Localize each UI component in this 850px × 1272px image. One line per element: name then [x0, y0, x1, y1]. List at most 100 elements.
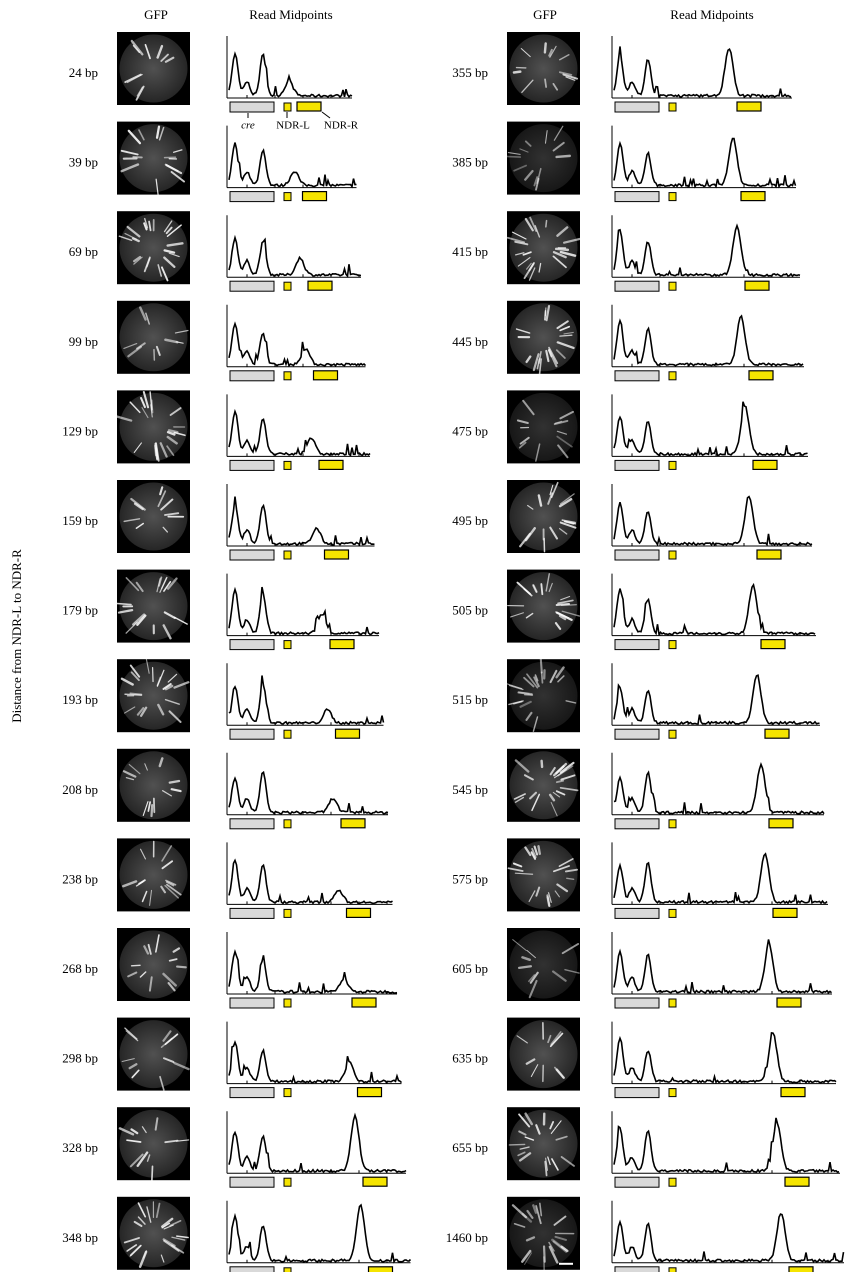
streak — [560, 595, 571, 601]
ndr-r-box — [307, 280, 333, 291]
row-label: 415 bp — [452, 244, 488, 259]
streak — [511, 1204, 528, 1219]
streak — [556, 226, 569, 237]
read-trace — [228, 858, 393, 905]
ndr-l-box — [283, 281, 292, 291]
ndr-l-box — [283, 998, 292, 1008]
streak — [176, 965, 187, 969]
ndr-r-box — [312, 370, 339, 381]
streak — [136, 614, 147, 626]
read-trace — [228, 1040, 403, 1084]
streak — [519, 148, 529, 153]
read-trace — [228, 51, 353, 99]
streak — [159, 1075, 165, 1091]
streak — [133, 1220, 143, 1228]
dish — [509, 840, 578, 909]
streak — [170, 171, 185, 183]
cre-box — [614, 728, 660, 740]
streak — [532, 584, 538, 593]
row-label: 545 bp — [452, 782, 488, 797]
streak — [132, 613, 146, 626]
column-header: Read Midpoints — [670, 7, 753, 22]
streak — [527, 504, 534, 510]
streak — [161, 860, 174, 870]
streak — [120, 677, 134, 686]
cre-box — [614, 639, 660, 651]
streak — [552, 83, 559, 91]
streak — [525, 355, 532, 364]
ndr-r-box — [351, 997, 377, 1008]
streak — [164, 56, 175, 63]
streak — [552, 255, 567, 269]
read-trace — [613, 314, 804, 367]
streak — [533, 176, 539, 187]
streak — [529, 971, 539, 984]
read-trace — [228, 675, 385, 726]
streak — [164, 698, 180, 705]
ndr-l-box — [668, 460, 677, 470]
streak — [137, 1202, 147, 1218]
streak — [559, 786, 579, 792]
streak — [160, 885, 167, 894]
row-label: 475 bp — [452, 423, 488, 438]
ndr-r-box — [780, 1086, 806, 1098]
streak — [148, 976, 153, 992]
streak — [553, 1215, 567, 1226]
streak — [528, 979, 538, 999]
ndr-l-box — [283, 908, 292, 918]
streak — [556, 430, 568, 435]
streak — [164, 512, 180, 516]
streak — [546, 894, 551, 908]
streak — [162, 790, 173, 797]
streak — [525, 1058, 536, 1065]
streak — [125, 776, 135, 781]
streak — [534, 674, 539, 682]
cre-box — [614, 907, 660, 919]
streak — [150, 803, 154, 818]
streak — [168, 252, 180, 258]
streak — [544, 310, 547, 321]
streak — [556, 320, 569, 330]
streak — [548, 1245, 559, 1264]
streak — [526, 1209, 534, 1219]
streak — [548, 346, 559, 365]
streak — [170, 788, 182, 793]
ndr-l-box — [668, 1088, 677, 1098]
streak — [145, 312, 150, 325]
streak — [173, 431, 186, 437]
streak — [521, 1212, 533, 1223]
streak — [557, 444, 569, 459]
streak — [556, 435, 573, 448]
read-trace — [613, 1032, 837, 1084]
streak — [507, 152, 521, 155]
streak — [524, 140, 532, 147]
streak — [550, 1120, 562, 1135]
streak — [166, 881, 175, 887]
streak — [130, 671, 140, 681]
streak — [557, 675, 565, 683]
streak — [506, 155, 522, 158]
cre-box — [229, 549, 275, 561]
streak — [162, 624, 172, 640]
streak — [514, 759, 530, 773]
streak — [554, 420, 563, 424]
row-label: 505 bp — [452, 603, 488, 618]
streak — [526, 262, 532, 270]
cre-box — [229, 907, 275, 919]
cre-box — [614, 370, 660, 382]
streak — [517, 691, 533, 696]
streak — [530, 1064, 539, 1077]
streak — [529, 791, 537, 800]
streak — [528, 262, 535, 272]
ndr-r-box — [756, 549, 782, 560]
streak — [161, 845, 173, 862]
ndr-r-box — [764, 728, 790, 739]
streak — [519, 532, 531, 548]
streak — [523, 676, 535, 688]
dish — [119, 124, 188, 193]
dish — [119, 1020, 188, 1089]
streak — [157, 264, 163, 277]
streak — [552, 251, 567, 259]
row-label: 1460 bp — [446, 1230, 488, 1245]
row-label: 208 bp — [62, 782, 98, 797]
